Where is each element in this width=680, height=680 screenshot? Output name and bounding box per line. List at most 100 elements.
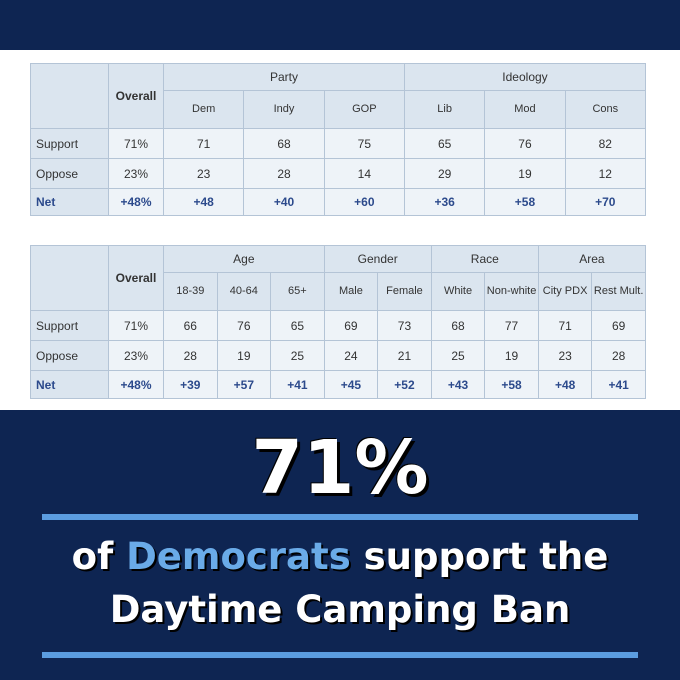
data-row: Net +48% +39 +57 +41 +45 +52 +43 +58 +48 +41 [30,370,646,399]
column-header: Indy [243,90,325,129]
value-cell: +41 [591,370,646,399]
value-cell: +70 [564,188,646,216]
column-header: Female [377,272,432,311]
overall-cell: 23% [108,340,164,371]
value-cell: +40 [243,188,325,216]
headline: 71% [251,425,429,511]
value-cell: +60 [323,188,405,216]
value-cell: 82 [564,128,646,159]
value-cell: +52 [377,370,432,399]
value-cell: 23 [537,340,593,371]
value-cell: 71 [162,128,245,159]
value-cell: 73 [377,310,432,341]
group-header: Party [163,63,405,91]
value-cell: 29 [403,158,486,189]
group-header: Age [163,245,325,273]
data-row: Support 71% 66 76 65 69 73 68 77 71 69 [30,310,646,341]
caption-text: of [71,535,114,578]
corner-cell [30,63,109,129]
value-cell: +48 [537,370,593,399]
row-label: Oppose [30,340,109,371]
column-header: White [430,272,486,311]
value-cell: +39 [163,370,218,399]
value-cell: 25 [270,340,325,371]
group-header: Race [430,245,539,273]
data-row: Support 71% 71 68 75 65 76 82 [30,128,646,159]
value-cell: +57 [216,370,272,399]
value-cell: +58 [484,188,566,216]
value-cell: 19 [484,158,566,189]
value-cell: 68 [243,128,325,159]
value-cell: +43 [430,370,486,399]
overall-cell: 23% [108,158,164,189]
frame-bottom [42,652,638,658]
column-header: GOP [323,90,405,129]
overall-cell: 71% [108,128,164,159]
value-cell: 71 [537,310,593,341]
row-label: Net [30,188,109,216]
overall-header: Overall [108,245,164,311]
group-header: Gender [323,245,432,273]
value-cell: 68 [430,310,486,341]
row-label: Net [30,370,109,399]
column-header: Rest Mult. [591,272,646,311]
caption-text: support the [363,535,609,578]
frame-top [42,514,638,520]
value-cell: 65 [270,310,325,341]
value-cell: 19 [484,340,539,371]
column-header: Lib [403,90,486,129]
value-cell: 23 [162,158,245,189]
value-cell: 69 [323,310,379,341]
column-header: Non-white [484,272,539,311]
value-cell: 28 [163,340,218,371]
column-header: Dem [162,90,245,129]
column-row: Dem Indy GOP Lib Mod Cons [31,90,646,129]
column-header: City PDX [537,272,593,311]
column-header: 65+ [270,272,325,311]
column-header: Male [323,272,379,311]
data-table: Overall Age Gender Race Area 18-39 40-64 65+ Mal… [30,245,646,399]
value-cell: 14 [323,158,405,189]
corner-cell [30,245,109,311]
caption-highlight: Democrats [126,535,351,578]
value-cell: 21 [377,340,432,371]
data-row: Net +48% +48 +40 +60 +36 +58 +70 [30,188,646,216]
group-row: Overall Age Gender Race Area [30,245,646,311]
column-header: 40-64 [216,272,272,311]
group-row: Overall Party Ideology [30,63,646,129]
value-cell: +41 [270,370,325,399]
overall-cell: +48% [108,188,164,216]
value-cell: 24 [323,340,379,371]
value-cell: 28 [591,340,646,371]
data-table: Overall Party Ideology Dem Indy GOP Lib Mod Cons… [30,63,646,216]
data-row: Oppose 23% 28 19 25 24 21 25 19 23 28 [30,340,646,371]
value-cell: 65 [403,128,486,159]
caption-text: Daytime Camping Ban [109,588,571,631]
group-header: Area [537,245,646,273]
value-cell: +48 [162,188,245,216]
row-label: Support [30,128,109,159]
group-header: Ideology [403,63,646,91]
value-cell: 76 [216,310,272,341]
value-cell: 12 [564,158,646,189]
value-cell: 19 [216,340,272,371]
caption-line-2: Daytime Camping Ban [0,588,680,631]
value-cell: +36 [403,188,486,216]
column-header: Mod [484,90,566,129]
column-header: Cons [564,90,646,129]
value-cell: 77 [484,310,539,341]
value-cell: +58 [484,370,539,399]
overall-header: Overall [108,63,164,129]
value-cell: 75 [323,128,405,159]
row-label: Oppose [30,158,109,189]
value-cell: 25 [430,340,486,371]
value-cell: 69 [591,310,646,341]
caption-line-1: of Democrats support the [0,535,680,578]
value-cell: 28 [243,158,325,189]
value-cell: 66 [163,310,218,341]
value-cell: +45 [323,370,379,399]
row-label: Support [30,310,109,341]
value-cell: 76 [484,128,566,159]
